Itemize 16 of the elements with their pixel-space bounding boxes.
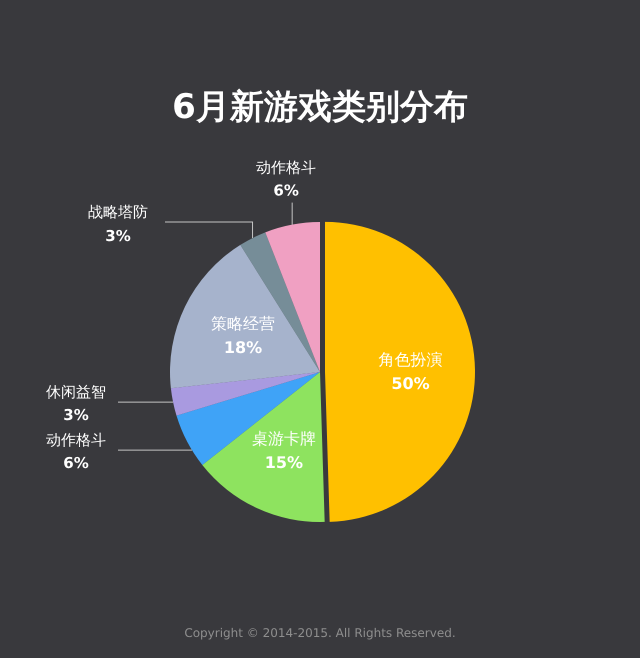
data-label: 3% xyxy=(63,406,89,424)
slice-label: 战略塔防 xyxy=(88,203,148,222)
data-label: 15% xyxy=(264,453,304,472)
data-label: 50% xyxy=(391,374,430,394)
data-label: 6% xyxy=(63,454,89,472)
slice-label: 动作格斗 xyxy=(46,431,106,450)
slice-label: 休闲益智 xyxy=(46,383,106,402)
text: Copyright © 2014-2015. All Rights Reserved. xyxy=(184,626,456,640)
slice-label: 策略经营 xyxy=(211,314,276,334)
chart-title: 6月新游戏类别分布 xyxy=(172,87,468,127)
data-label: 18% xyxy=(224,338,262,358)
data-label: 6% xyxy=(273,182,299,200)
data-label: 3% xyxy=(105,227,131,246)
slice-label: 角色扮演 xyxy=(378,350,442,370)
slice-label: 桌游卡牌 xyxy=(252,429,316,448)
slice-label: 动作格斗 xyxy=(256,158,316,177)
